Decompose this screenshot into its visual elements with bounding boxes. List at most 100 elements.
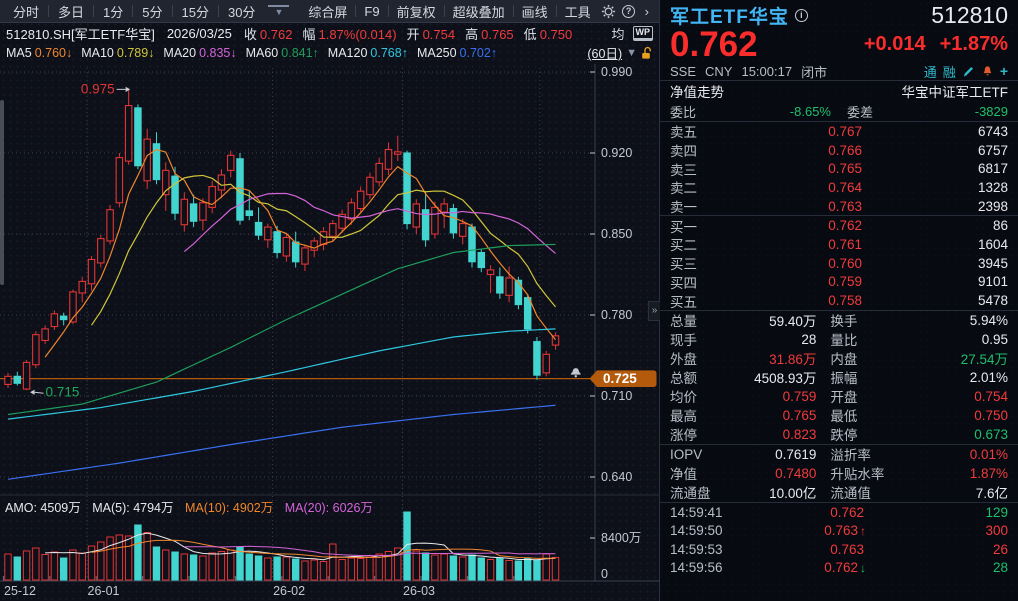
currency-label: CNY — [705, 63, 733, 79]
margin-flag: 通 — [923, 64, 937, 80]
divider — [660, 80, 1018, 81]
bid-ask-divider — [660, 215, 1018, 217]
low-quote: 低 0.750 — [523, 26, 573, 42]
super-overlay-button[interactable]: 超级叠加 — [452, 4, 505, 20]
stat-row: 现手 28 量比 0.95 — [670, 331, 1008, 349]
stat-row: 外盘 31.86万 内盘 27.54万 — [670, 352, 1008, 368]
nav-trend-label: 净值走势 — [670, 85, 724, 100]
stat-row: 最高 0.765 最低 0.750 — [670, 407, 1008, 425]
quote-time: 15:00:17 — [741, 63, 793, 79]
quote-panel: 军工ETF华宝 i 512810 0.762 +0.014 +1.87% SSE … — [660, 0, 1018, 601]
bid-row-4[interactable]: 买四 0.759 9101 — [670, 274, 1008, 291]
bid-row-3[interactable]: 买三 0.760 3945 — [670, 255, 1008, 273]
commission-ratio-row: 委比 -8.65% 委差 -3829 — [670, 103, 1008, 120]
price-row: 0.762 +0.014 +1.87% — [660, 27, 1018, 62]
divider — [555, 5, 557, 17]
ma10-legend: MA10 0.789↓ — [81, 45, 155, 60]
divider — [217, 5, 219, 17]
nav-value-row: 净值 0.7480 升贴水率 1.87% — [670, 465, 1008, 483]
svg-text:26-03: 26-03 — [403, 584, 435, 598]
draw-line-button[interactable]: 画线 — [521, 4, 548, 20]
svg-text:0.920: 0.920 — [601, 146, 632, 160]
add-icon[interactable]: + — [999, 62, 1008, 79]
ma5-legend: MA5 0.760↓ — [6, 45, 73, 60]
period-range-selector[interactable]: (60日) — [587, 47, 623, 61]
nav-row[interactable]: 净值走势 华宝中证军工ETF — [660, 81, 1018, 101]
wp-window-icon[interactable]: WP — [632, 25, 653, 41]
svg-text:25-12: 25-12 — [4, 584, 36, 598]
svg-text:0: 0 — [601, 567, 608, 581]
svg-text:0.715: 0.715 — [46, 385, 80, 400]
market-status: 闭市 — [801, 64, 828, 80]
stat-row: 均价 0.759 开盘 0.754 — [670, 388, 1008, 406]
float-shares-row: 流通盘 10.00亿 流通值 7.6亿 — [670, 486, 1008, 502]
ma120-legend: MA120 0.768↑ — [327, 45, 408, 60]
ask-row-2[interactable]: 卖二 0.764 1328 — [670, 179, 1008, 197]
ask-row-3[interactable]: 卖三 0.765 6817 — [670, 161, 1008, 178]
unlock-icon[interactable] — [641, 46, 653, 60]
bid-row-2[interactable]: 买二 0.761 1604 — [670, 236, 1008, 254]
divider — [512, 5, 514, 17]
fund-full-name: 华宝中证军工ETF — [901, 85, 1009, 100]
info-icon[interactable]: i — [794, 8, 808, 22]
edit-pencil-icon[interactable] — [962, 65, 975, 78]
market-info-row: SSE CNY 15:00:17 闭市 通 融 + — [660, 62, 1018, 80]
forward-adjust-button[interactable]: 前复权 — [396, 4, 436, 20]
svg-text:26-01: 26-01 — [88, 584, 120, 598]
divider — [93, 5, 95, 17]
svg-text:0.725: 0.725 — [603, 371, 637, 386]
bid-row-5[interactable]: 买五 0.758 5478 — [670, 293, 1008, 310]
tick-row[interactable]: 14:59:53 0.763 26 — [670, 541, 1008, 557]
tick-row[interactable]: 14:59:50 0.763 ↑ 300 — [670, 523, 1008, 539]
svg-text:8400万: 8400万 — [601, 531, 641, 545]
divider — [660, 309, 1018, 311]
divider — [443, 5, 445, 17]
composite-screen-button[interactable]: 综合屏 — [308, 4, 348, 20]
alert-bell-icon[interactable] — [981, 65, 994, 78]
commission-diff-value: -3829 — [974, 103, 1008, 119]
chart-area: 0.990 0.920 0.850 0.780 0.710 0.640 25-12 26-01… — [0, 62, 660, 601]
vol-ma20-value: MA(20): 6026万 — [284, 501, 373, 515]
vol-ma5-value: MA(5): 4794万 — [92, 501, 174, 515]
panel-header: 军工ETF华宝 i 512810 — [660, 0, 1018, 28]
svg-text:0.780: 0.780 — [601, 308, 632, 322]
period-dropdown-icon[interactable]: ▼ — [268, 5, 290, 17]
price-change: +0.014 +1.87% — [863, 33, 1008, 55]
bid-row-1[interactable]: 买一 0.762 86 — [670, 218, 1008, 235]
chart-scrollbar[interactable] — [0, 100, 4, 285]
vol-ma10-value: MA(10): 4902万 — [184, 501, 274, 515]
ask-row-4[interactable]: 卖四 0.766 6757 — [670, 142, 1008, 160]
ask-row-5[interactable]: 卖五 0.767 6743 — [670, 123, 1008, 141]
help-icon[interactable]: ? — [619, 2, 639, 20]
tab-multi-day[interactable]: 多日 — [58, 4, 85, 20]
open-quote: 开 0.754 — [406, 26, 456, 42]
iopv-row: IOPV 0.7619 溢折率 0.01% — [670, 446, 1008, 464]
f9-button[interactable]: F9 — [364, 3, 380, 19]
tab-5min[interactable]: 5分 — [142, 4, 163, 20]
chevron-down-icon[interactable]: ▼ — [626, 46, 637, 59]
divider — [132, 5, 134, 17]
divider — [387, 5, 389, 17]
svg-text:26-02: 26-02 — [273, 584, 305, 598]
ma60-legend: MA60 0.841↑ — [245, 45, 319, 60]
tab-15min[interactable]: 15分 — [181, 4, 209, 20]
gear-icon[interactable] — [599, 2, 619, 20]
panel-collapse-handle[interactable]: » — [648, 301, 660, 321]
svg-text:0.640: 0.640 — [601, 470, 632, 484]
tab-30min[interactable]: 30分 — [227, 4, 256, 20]
tab-1min[interactable]: 1分 — [103, 4, 124, 20]
tab-minute-view[interactable]: 分时 — [13, 4, 40, 20]
ask-row-1[interactable]: 卖一 0.763 2398 — [670, 198, 1008, 216]
divider — [660, 443, 1018, 445]
candlestick-chart[interactable]: 0.990 0.920 0.850 0.780 0.710 0.640 25-12 26-01… — [0, 62, 660, 601]
chevron-right-icon[interactable]: › — [644, 3, 649, 19]
securities-lending-flag: 融 — [942, 64, 956, 80]
avg-toggle[interactable]: 均 — [611, 26, 625, 42]
tick-row[interactable]: 14:59:41 0.762 129 — [670, 504, 1008, 520]
tick-row[interactable]: 14:59:56 0.762 ↓ 28 — [670, 560, 1008, 576]
exchange-label: SSE — [670, 63, 697, 79]
tools-button[interactable]: 工具 — [564, 4, 591, 20]
divider — [660, 121, 1018, 122]
volume-legend-bar: AMO: 4509万 MA(5): 4794万 MA(10): 4902万 MA… — [5, 497, 381, 516]
toolbar: 分时 多日 1分 5分 15分 30分 ▼ 综合屏 F9 前复权 超级叠加 画线… — [0, 0, 659, 23]
